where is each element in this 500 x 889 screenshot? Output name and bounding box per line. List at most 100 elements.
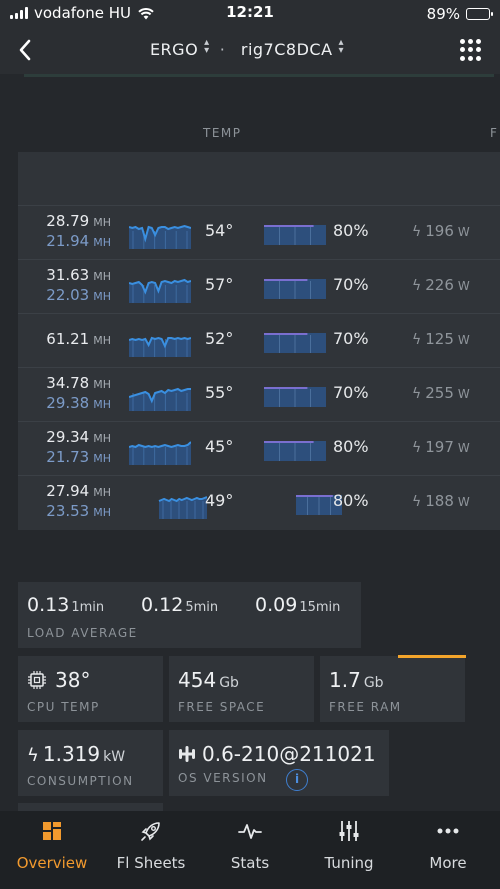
gpu-power: ϟ 197 W xyxy=(412,438,470,456)
free-space-label: FREE SPACE xyxy=(178,700,266,714)
sparkline-line xyxy=(129,387,191,404)
gpu-row[interactable]: 29.34 MH 21.73 MH 45° 80% ϟ 197 W xyxy=(18,422,500,476)
load-average-label: LOAD AVERAGE xyxy=(27,626,138,640)
up-down-chevron-icon: ▴ ▾ xyxy=(338,37,345,56)
up-down-chevron-icon: ▴ ▾ xyxy=(204,37,210,56)
bolt-icon: ϟ xyxy=(412,440,422,456)
gpu-hashrate-primary: 61.21 MH xyxy=(46,330,111,348)
load-1min-value: 0.13 xyxy=(27,594,70,616)
gpu-power: ϟ 226 W xyxy=(412,276,470,294)
gpu-temperature: 52° xyxy=(205,329,234,348)
gpu-temperature: 57° xyxy=(205,275,234,294)
free-space-card[interactable]: 454 Gb FREE SPACE xyxy=(169,656,314,722)
fan-bar-level xyxy=(296,495,333,497)
sparkline-line xyxy=(129,278,191,295)
gpu-hashrate-secondary: 22.03 MH xyxy=(46,286,111,304)
consumption-unit: kW xyxy=(103,749,126,765)
gpu-table: 28.79 MH 21.94 MH 54° 80% ϟ 196 W 31.63 MH 22.03 MH 5… xyxy=(18,152,500,530)
load-1min: 0.13 1min xyxy=(27,594,104,616)
tab-overview[interactable]: Overview xyxy=(2,811,102,889)
gpu-fan-speed: 80% xyxy=(333,221,369,240)
gpu-fan-bar xyxy=(264,279,326,299)
gpu-hashrate-primary: 27.94 MH xyxy=(46,482,111,500)
free-space: 454 Gb xyxy=(178,668,239,692)
info-icon[interactable]: i xyxy=(286,769,308,791)
gpu-hashrate-secondary: 21.73 MH xyxy=(46,448,111,466)
consumption-card[interactable]: ϟ 1.319 kW CONSUMPTION xyxy=(18,730,163,796)
tab-tuning[interactable]: Tuning xyxy=(299,811,399,889)
gpu-row[interactable]: 61.21 MH 52° 70% ϟ 125 W xyxy=(18,314,500,368)
os-version-value: 0.6-210@211021 xyxy=(202,742,376,766)
rig-label: rig7C8DCA xyxy=(240,40,333,59)
gpu-hashrate-sparkline xyxy=(158,496,207,519)
free-ram-unit: Gb xyxy=(363,675,384,691)
gpu-row[interactable]: 34.78 MH 29.38 MH 55° 70% ϟ 255 W xyxy=(18,368,500,422)
tab-more[interactable]: More xyxy=(398,811,498,889)
gpu-hashrate-primary: 29.34 MH xyxy=(46,428,111,446)
status-time: 12:21 xyxy=(226,3,274,21)
column-header-fan-partial: F xyxy=(490,126,499,140)
gpu-hashrate-sparkline xyxy=(129,278,191,303)
gpu-row[interactable]: 31.63 MH 22.03 MH 57° 70% ϟ 226 W xyxy=(18,260,500,314)
gpu-fan-speed: 80% xyxy=(333,437,369,456)
load-average-card[interactable]: 0.13 1min 0.12 5min 0.09 15min LOAD AVERAGE xyxy=(18,582,361,648)
cpu-temp-card[interactable]: 38° CPU TEMP xyxy=(18,656,163,722)
os-version: 0.6-210@211021 xyxy=(178,742,376,766)
sparkline-area xyxy=(129,226,191,249)
gpu-row[interactable]: 28.79 MH 21.94 MH 54° 80% ϟ 196 W xyxy=(18,206,500,260)
os-version-label: OS VERSION xyxy=(178,771,268,785)
load-5min: 0.12 5min xyxy=(141,594,218,616)
gpu-fan-bar xyxy=(264,225,326,245)
battery-area: 89% xyxy=(427,5,493,23)
rig-selector[interactable]: rig7C8DCA ▴ ▾ xyxy=(235,37,350,60)
gpu-power: ϟ 188 W xyxy=(412,492,470,510)
free-ram-card[interactable]: 1.7 Gb FREE RAM xyxy=(320,655,466,722)
gpu-hashrate-primary: 28.79 MH xyxy=(46,212,111,230)
sparkline-line xyxy=(129,224,191,243)
header-divider xyxy=(24,74,494,77)
gpu-hashrate-secondary: 29.38 MH xyxy=(46,394,111,412)
coin-label: ERGO xyxy=(149,40,199,59)
pulse-icon xyxy=(238,824,262,839)
load-5min-unit: 5min xyxy=(185,600,219,615)
bolt-icon: ϟ xyxy=(412,386,422,402)
gpu-fan-bar xyxy=(264,333,326,353)
gpu-table-header xyxy=(18,152,500,206)
gpu-power: ϟ 255 W xyxy=(412,384,470,402)
apps-grid-icon[interactable] xyxy=(460,39,482,61)
gpu-power: ϟ 196 W xyxy=(412,222,470,240)
tab-tuning-label: Tuning xyxy=(324,854,374,872)
fan-bar-level xyxy=(264,279,308,281)
os-logo-icon xyxy=(179,746,195,762)
load-15min-unit: 15min xyxy=(299,600,341,615)
gpu-hashrate-primary: 34.78 MH xyxy=(46,374,111,392)
carrier-name: vodafone HU xyxy=(34,4,131,22)
free-space-value: 454 xyxy=(178,668,217,692)
free-ram-label: FREE RAM xyxy=(329,700,402,714)
fan-bar-level xyxy=(264,441,314,443)
gpu-fan-speed: 70% xyxy=(333,329,369,348)
tab-overview-label: Overview xyxy=(16,854,88,872)
title-separator: · xyxy=(219,40,226,59)
gpu-hashrate-sparkline xyxy=(129,387,191,411)
gpu-fan-speed: 70% xyxy=(333,275,369,294)
tab-stats-label: Stats xyxy=(230,854,270,872)
overview-icon xyxy=(43,822,61,840)
sparkline-area xyxy=(129,280,191,303)
bolt-icon: ϟ xyxy=(412,332,422,348)
gpu-temperature: 45° xyxy=(205,437,234,456)
gpu-temperature: 49° xyxy=(205,491,234,510)
tab-fl-sheets[interactable]: Fl Sheets xyxy=(101,811,201,889)
os-version-card[interactable]: 0.6-210@211021 OS VERSION i xyxy=(169,730,389,796)
back-chevron-icon[interactable] xyxy=(14,36,38,64)
rocket-icon xyxy=(141,822,160,841)
gpu-fan-bar xyxy=(264,387,326,407)
gpu-row[interactable]: 27.94 MH 23.53 MH 49° 80% ϟ 188 W xyxy=(18,476,500,530)
coin-selector[interactable]: ERGO ▴ ▾ xyxy=(149,37,216,60)
gpu-temperature: 54° xyxy=(205,221,234,240)
cpu-temp-label: CPU TEMP xyxy=(27,700,100,714)
gpu-hashrate-sparkline xyxy=(129,441,191,465)
gpu-fan-speed: 70% xyxy=(333,383,369,402)
nav-bar: ERGO ▴ ▾ · rig7C8DCA ▴ ▾ xyxy=(0,26,500,74)
tab-stats[interactable]: Stats xyxy=(200,811,300,889)
